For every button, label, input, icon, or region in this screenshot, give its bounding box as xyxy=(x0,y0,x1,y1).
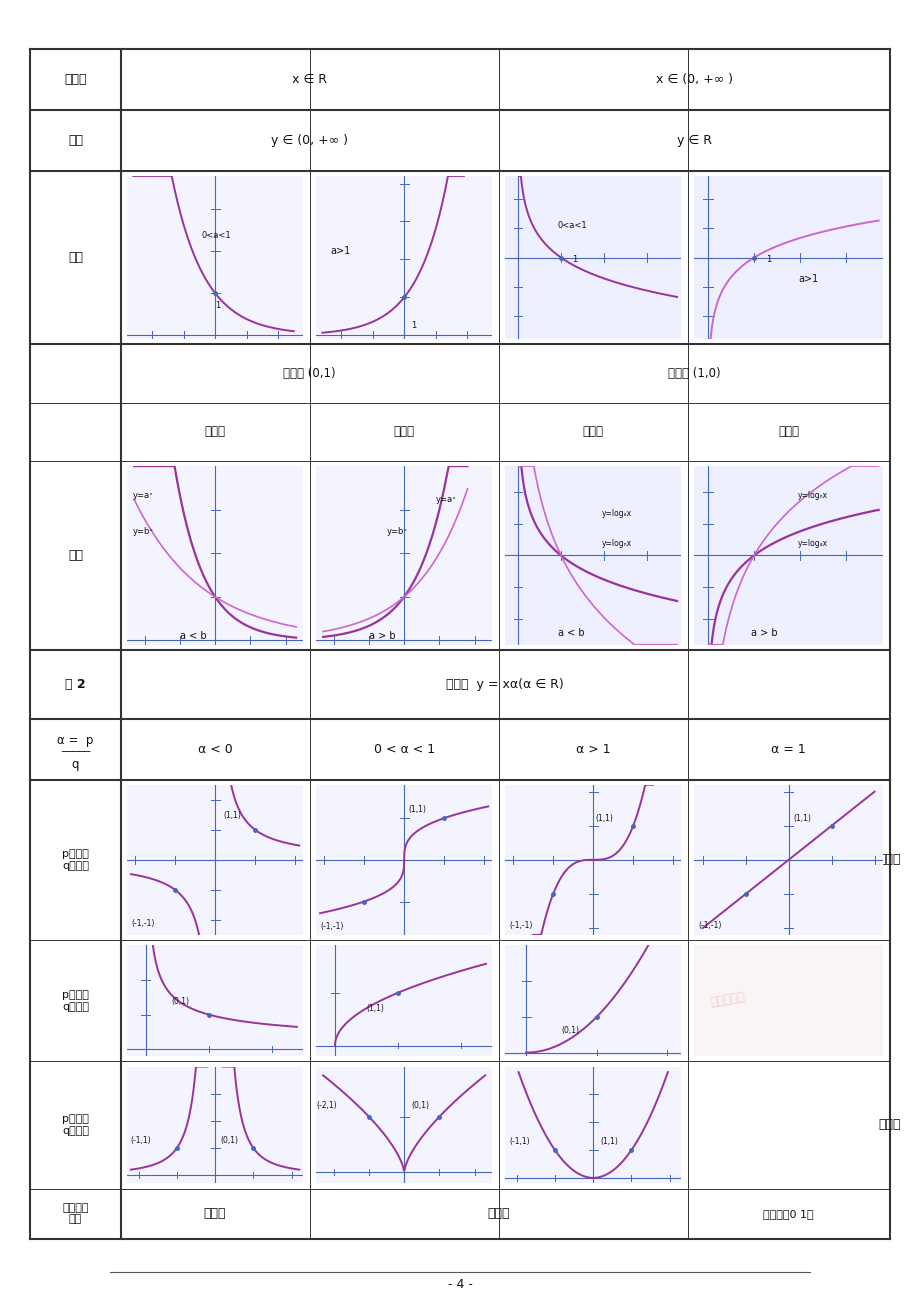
Text: 过定点 (0,1): 过定点 (0,1) xyxy=(283,367,335,380)
Text: (-1,1): (-1,1) xyxy=(508,1137,529,1146)
Text: (0,1): (0,1) xyxy=(171,997,189,1006)
Text: (-1,-1): (-1,-1) xyxy=(508,921,532,930)
Text: (1,1): (1,1) xyxy=(408,805,425,814)
Text: q: q xyxy=(72,758,79,771)
Text: (0,1): (0,1) xyxy=(221,1136,239,1145)
Text: α =  p: α = p xyxy=(57,734,94,747)
Text: (-1,-1): (-1,-1) xyxy=(130,919,154,928)
Text: 过定点（0 1）: 过定点（0 1） xyxy=(763,1209,813,1219)
Text: 沪大学识网: 沪大学识网 xyxy=(709,990,745,1010)
Text: y=logₙx: y=logₙx xyxy=(601,540,631,549)
Text: p为奇数
q为偶数: p为奇数 q为偶数 xyxy=(62,990,89,1012)
Text: a < b: a < b xyxy=(557,628,584,637)
Text: 增函数: 增函数 xyxy=(487,1207,509,1220)
Text: y=logₐx: y=logₐx xyxy=(798,540,827,549)
Text: α = 1: α = 1 xyxy=(770,743,805,756)
Text: a < b: a < b xyxy=(180,631,206,641)
Text: x ∈ (0, +∞ ): x ∈ (0, +∞ ) xyxy=(655,73,732,86)
Text: 第一象限
性质: 第一象限 性质 xyxy=(62,1203,88,1224)
Text: (-1,1): (-1,1) xyxy=(130,1136,152,1145)
Text: 减函数: 减函数 xyxy=(204,1207,226,1220)
Text: 增函数: 增函数 xyxy=(777,425,799,438)
Text: - 4 -: - 4 - xyxy=(447,1278,472,1291)
Text: p为偶数
q为奇数: p为偶数 q为奇数 xyxy=(62,1114,89,1136)
Text: y ∈ R: y ∈ R xyxy=(675,134,711,147)
Text: y=bˣ: y=bˣ xyxy=(386,527,407,536)
Text: x ∈ (-∞,0)时，y ∈ (1,+∞): x ∈ (-∞,0)时，y ∈ (1,+∞) xyxy=(158,516,272,527)
Text: y=logₐx: y=logₐx xyxy=(601,509,631,518)
Text: (0,1): (0,1) xyxy=(411,1102,429,1110)
Text: 增函数: 增函数 xyxy=(393,425,414,438)
Text: y=aˣ: y=aˣ xyxy=(436,494,456,503)
Text: 减函数: 减函数 xyxy=(204,425,225,438)
Text: 定义域: 定义域 xyxy=(64,73,86,86)
Text: a>1: a>1 xyxy=(798,275,818,284)
Text: (-2,1): (-2,1) xyxy=(316,1102,336,1110)
Text: (1,1): (1,1) xyxy=(595,813,612,822)
Text: α > 1: α > 1 xyxy=(575,743,610,756)
Text: y=logₙx: y=logₙx xyxy=(798,492,827,500)
Text: 值域: 值域 xyxy=(68,134,83,147)
Text: 1: 1 xyxy=(766,255,770,264)
Text: x ∈ R: x ∈ R xyxy=(292,73,327,86)
Text: x ∈ (0,+∞)时，y ∈ (0,1): x ∈ (0,+∞)时，y ∈ (0,1) xyxy=(161,584,269,595)
Text: (1,1): (1,1) xyxy=(366,1004,384,1013)
Text: y=aˣ: y=aˣ xyxy=(132,492,153,500)
Text: a>1: a>1 xyxy=(330,246,350,256)
Text: 0<a<1: 0<a<1 xyxy=(557,221,587,230)
Text: 1: 1 xyxy=(411,321,416,329)
Text: x ∈ (0,1)时，y ∈ (-∞,0): x ∈ (0,1)时，y ∈ (-∞,0) xyxy=(736,516,840,527)
Text: 偶函数: 偶函数 xyxy=(878,1119,900,1132)
Text: 0<a<1: 0<a<1 xyxy=(200,232,231,239)
Text: 幂函数  y = xα(α ∈ R): 幂函数 y = xα(α ∈ R) xyxy=(446,678,563,691)
Text: 性质: 性质 xyxy=(68,549,83,562)
Text: α < 0: α < 0 xyxy=(198,743,233,756)
Text: 1: 1 xyxy=(572,255,576,264)
Text: 图象: 图象 xyxy=(68,251,83,264)
Text: a > b: a > b xyxy=(750,628,777,637)
Text: x ∈ (1,+∞)时，y ∈ (-∞,0): x ∈ (1,+∞)时，y ∈ (-∞,0) xyxy=(536,584,650,595)
Text: x ∈ (0,1)时，y ∈ (0,+∞): x ∈ (0,1)时，y ∈ (0,+∞) xyxy=(539,516,647,527)
Text: (1,1): (1,1) xyxy=(600,1137,618,1146)
Text: ─────: ───── xyxy=(61,747,90,757)
Text: (-1,-1): (-1,-1) xyxy=(698,921,721,930)
Text: (1,1): (1,1) xyxy=(223,811,241,820)
Text: 0 < α < 1: 0 < α < 1 xyxy=(373,743,435,756)
Text: (0,1): (0,1) xyxy=(561,1026,579,1034)
Text: (-1,-1): (-1,-1) xyxy=(320,921,343,930)
Text: y=bˣ: y=bˣ xyxy=(132,527,153,536)
Text: 1: 1 xyxy=(215,301,221,310)
Text: (1,1): (1,1) xyxy=(792,813,810,822)
Text: 过定点 (1,0): 过定点 (1,0) xyxy=(667,367,720,380)
Text: x ∈ (0,+∞)时，y ∈ (1,+∞): x ∈ (0,+∞)时，y ∈ (1,+∞) xyxy=(345,584,463,595)
Text: 奇函数: 奇函数 xyxy=(878,853,900,866)
Text: y ∈ (0, +∞ ): y ∈ (0, +∞ ) xyxy=(271,134,347,147)
Text: a > b: a > b xyxy=(369,631,395,641)
Text: x ∈ (1,+∞)时，y ∈ (0,+∞): x ∈ (1,+∞)时，y ∈ (0,+∞) xyxy=(729,584,847,595)
Text: p为奇数
q为奇数: p为奇数 q为奇数 xyxy=(62,850,89,870)
Text: 表 2: 表 2 xyxy=(65,678,85,691)
Text: x ∈ (-∞,0)时，y ∈ (0,1): x ∈ (-∞,0)时，y ∈ (0,1) xyxy=(352,516,456,527)
Text: 减函数: 减函数 xyxy=(582,425,603,438)
